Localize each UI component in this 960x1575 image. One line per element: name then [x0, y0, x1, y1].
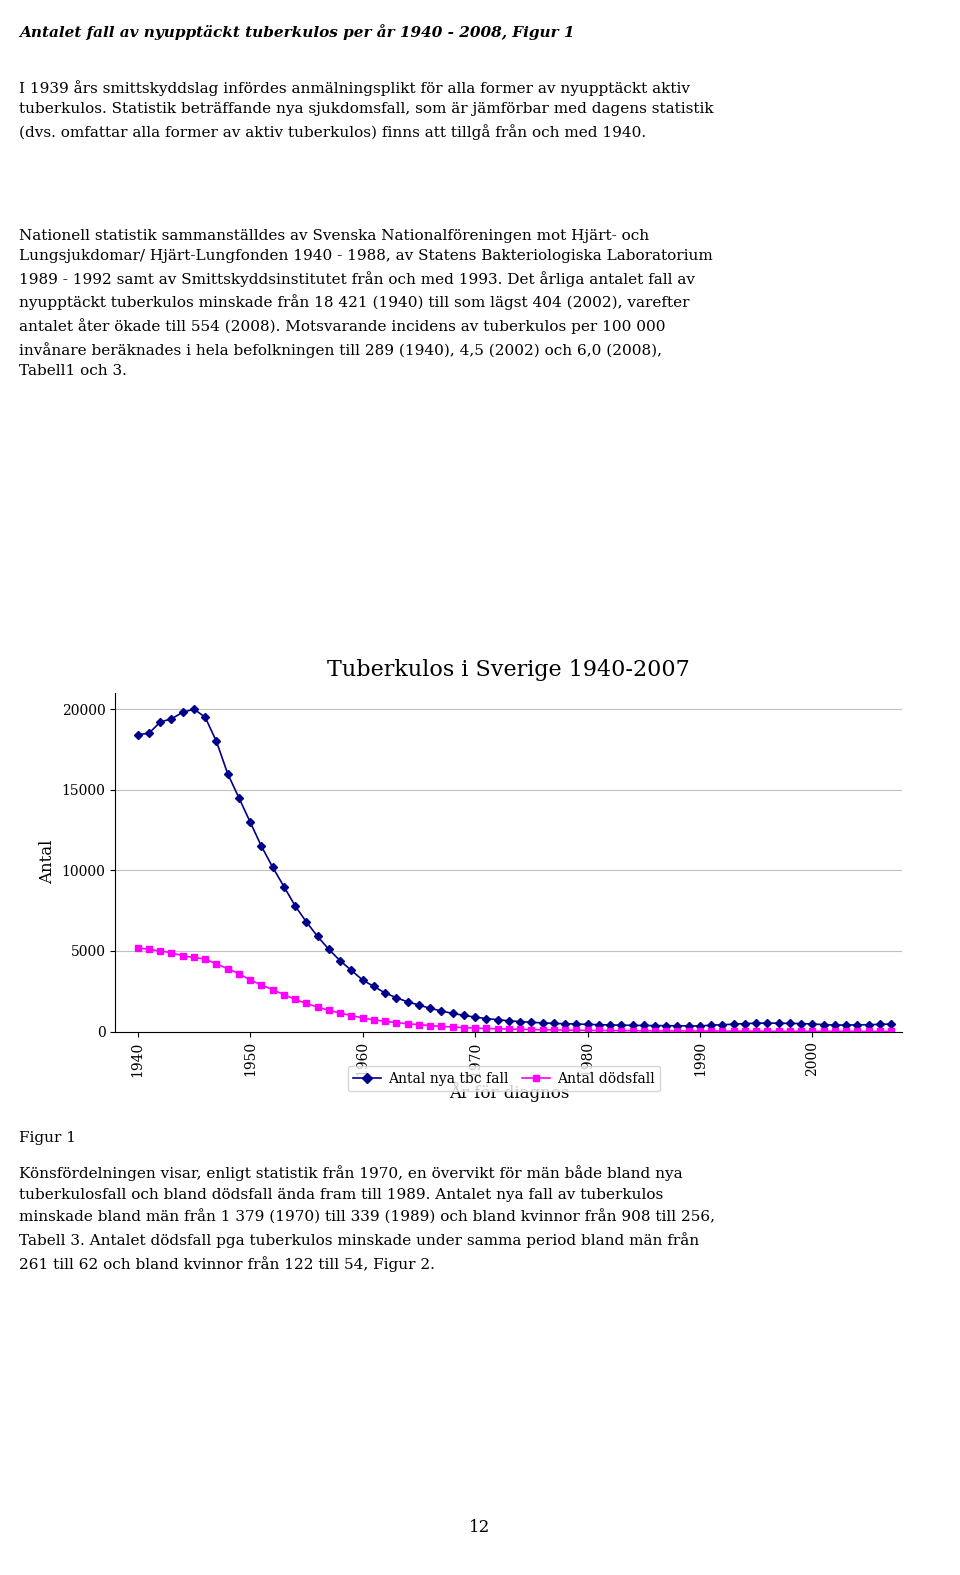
X-axis label: År för diagnos: År för diagnos — [448, 1082, 569, 1102]
Title: Tuberkulos i Sverige 1940-2007: Tuberkulos i Sverige 1940-2007 — [327, 660, 690, 682]
Text: Könsfördelningen visar, enligt statistik från 1970, en övervikt för män både bla: Könsfördelningen visar, enligt statistik… — [19, 1166, 715, 1271]
Legend: Antal nya tbc fall, Antal dödsfall: Antal nya tbc fall, Antal dödsfall — [348, 1066, 660, 1091]
Y-axis label: Antal: Antal — [39, 839, 56, 885]
Text: Figur 1: Figur 1 — [19, 1131, 76, 1145]
Text: I 1939 års smittskyddslag infördes anmälningsplikt för alla former av nyupptäckt: I 1939 års smittskyddslag infördes anmäl… — [19, 80, 714, 140]
Text: Antalet fall av nyupptäckt tuberkulos per år 1940 - 2008, Figur 1: Antalet fall av nyupptäckt tuberkulos pe… — [19, 24, 575, 39]
Text: 12: 12 — [469, 1520, 491, 1536]
Text: Nationell statistik sammanställdes av Svenska Nationalföreningen mot Hjärt- och
: Nationell statistik sammanställdes av Sv… — [19, 228, 713, 378]
